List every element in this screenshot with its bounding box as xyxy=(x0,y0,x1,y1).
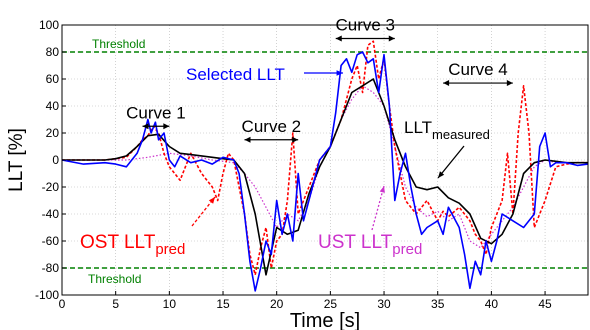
y-tick-label: -40 xyxy=(42,207,60,221)
curve-arrow-right xyxy=(163,123,170,130)
ust-llt-arrow-head xyxy=(379,186,385,193)
ost-llt-label: OST LLTpred xyxy=(80,232,185,258)
y-tick-label: -100 xyxy=(35,288,59,302)
ust-llt-label: UST LLTpred xyxy=(318,232,422,258)
curve-annotations: Curve 1 Curve 2 Curve 3 Curve 4 xyxy=(126,16,513,143)
y-tick-label: 80 xyxy=(46,45,60,59)
curve-label: Curve 4 xyxy=(448,60,508,79)
series-line-ust-llt xyxy=(62,85,588,249)
y-axis-label: LLT [%] xyxy=(6,128,27,192)
y-tick-label: -80 xyxy=(42,261,60,275)
series-line-ost-llt xyxy=(62,40,588,276)
y-tick-label: -20 xyxy=(42,180,60,194)
llt-measured-arrow-head xyxy=(438,171,445,178)
curve-label: Curve 2 xyxy=(242,117,302,136)
series-line-selected-llt xyxy=(61,51,589,292)
curve-arrow-right xyxy=(388,35,395,42)
curve-label: Curve 1 xyxy=(126,103,186,122)
curve-label: Curve 3 xyxy=(335,16,395,35)
llt-measured-arrow xyxy=(437,145,465,179)
x-tick-label: 20 xyxy=(270,297,284,311)
curve-arrow-left xyxy=(443,80,450,87)
ost-llt-sub: pred xyxy=(155,241,185,258)
threshold-top-label: Threshold xyxy=(92,37,145,51)
threshold-bottom-label: Threshold xyxy=(88,272,141,286)
axis-ticks: 0 5 10 15 20 25 30 35 40 45 -100 -80 -60 -40 -20 0 20 40 6… xyxy=(35,18,552,311)
x-tick-label: 40 xyxy=(485,297,499,311)
y-tick-label: 60 xyxy=(46,72,60,86)
y-tick-label: 100 xyxy=(39,18,59,32)
y-tick-label: 0 xyxy=(52,153,59,167)
x-tick-label: 0 xyxy=(59,297,66,311)
x-tick-label: 10 xyxy=(163,297,177,311)
series-layer xyxy=(61,40,589,292)
curve-arrow-right xyxy=(292,136,299,143)
x-tick-label: 25 xyxy=(324,297,338,311)
x-tick-label: 30 xyxy=(377,297,391,311)
llt-measured-sub: measured xyxy=(432,127,490,142)
ost-llt-arrow-head xyxy=(208,197,215,204)
curve-arrow-left xyxy=(335,35,342,42)
curve-arrow-left xyxy=(244,136,251,143)
selected-llt-arrow-head xyxy=(336,70,343,76)
x-axis-label: Time [s] xyxy=(290,310,360,330)
x-tick-label: 35 xyxy=(431,297,445,311)
callout-arrows xyxy=(191,70,465,231)
llt-measured-main: LLT xyxy=(404,118,432,137)
y-tick-label: -60 xyxy=(42,234,60,248)
curve-arrow-left xyxy=(142,123,149,130)
ust-llt-sub: pred xyxy=(392,241,422,258)
y-tick-label: 40 xyxy=(46,99,60,113)
ust-llt-main: UST LLT xyxy=(318,232,393,253)
y-tick-label: 20 xyxy=(46,126,60,140)
x-tick-label: 5 xyxy=(112,297,119,311)
series-line-llt xyxy=(62,78,588,276)
ost-llt-main: OST LLT xyxy=(80,232,156,253)
selected-llt-label: Selected LLT xyxy=(186,65,285,84)
curve-arrow-right xyxy=(506,80,513,87)
x-tick-label: 15 xyxy=(216,297,230,311)
llt-measured-label: LLTmeasured xyxy=(404,118,490,142)
x-tick-label: 45 xyxy=(538,297,552,311)
